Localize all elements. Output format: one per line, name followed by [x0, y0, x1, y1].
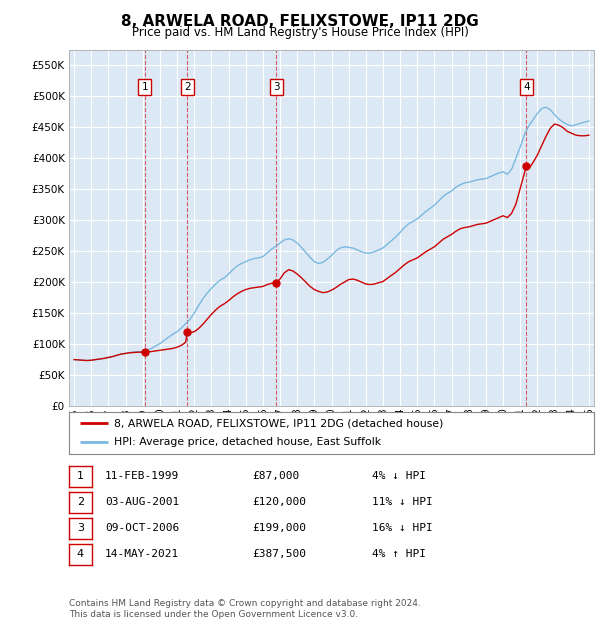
Text: 1: 1 — [77, 471, 84, 481]
Text: £120,000: £120,000 — [252, 497, 306, 507]
Text: 2: 2 — [77, 497, 84, 507]
Text: 4: 4 — [523, 82, 530, 92]
Text: HPI: Average price, detached house, East Suffolk: HPI: Average price, detached house, East… — [113, 438, 381, 448]
Text: 2: 2 — [184, 82, 191, 92]
Text: 09-OCT-2006: 09-OCT-2006 — [105, 523, 179, 533]
Text: 1: 1 — [142, 82, 148, 92]
Text: £387,500: £387,500 — [252, 549, 306, 559]
Text: Price paid vs. HM Land Registry's House Price Index (HPI): Price paid vs. HM Land Registry's House … — [131, 26, 469, 39]
Text: 4% ↓ HPI: 4% ↓ HPI — [372, 471, 426, 481]
Text: 4: 4 — [77, 549, 84, 559]
Text: 8, ARWELA ROAD, FELIXSTOWE, IP11 2DG: 8, ARWELA ROAD, FELIXSTOWE, IP11 2DG — [121, 14, 479, 29]
Text: 4% ↑ HPI: 4% ↑ HPI — [372, 549, 426, 559]
Text: 11% ↓ HPI: 11% ↓ HPI — [372, 497, 433, 507]
Text: 03-AUG-2001: 03-AUG-2001 — [105, 497, 179, 507]
Text: 8, ARWELA ROAD, FELIXSTOWE, IP11 2DG (detached house): 8, ARWELA ROAD, FELIXSTOWE, IP11 2DG (de… — [113, 418, 443, 428]
Text: 3: 3 — [273, 82, 280, 92]
Text: Contains HM Land Registry data © Crown copyright and database right 2024.
This d: Contains HM Land Registry data © Crown c… — [69, 600, 421, 619]
Text: 11-FEB-1999: 11-FEB-1999 — [105, 471, 179, 481]
Text: 16% ↓ HPI: 16% ↓ HPI — [372, 523, 433, 533]
Text: 3: 3 — [77, 523, 84, 533]
Text: 14-MAY-2021: 14-MAY-2021 — [105, 549, 179, 559]
Text: £87,000: £87,000 — [252, 471, 299, 481]
Text: £199,000: £199,000 — [252, 523, 306, 533]
